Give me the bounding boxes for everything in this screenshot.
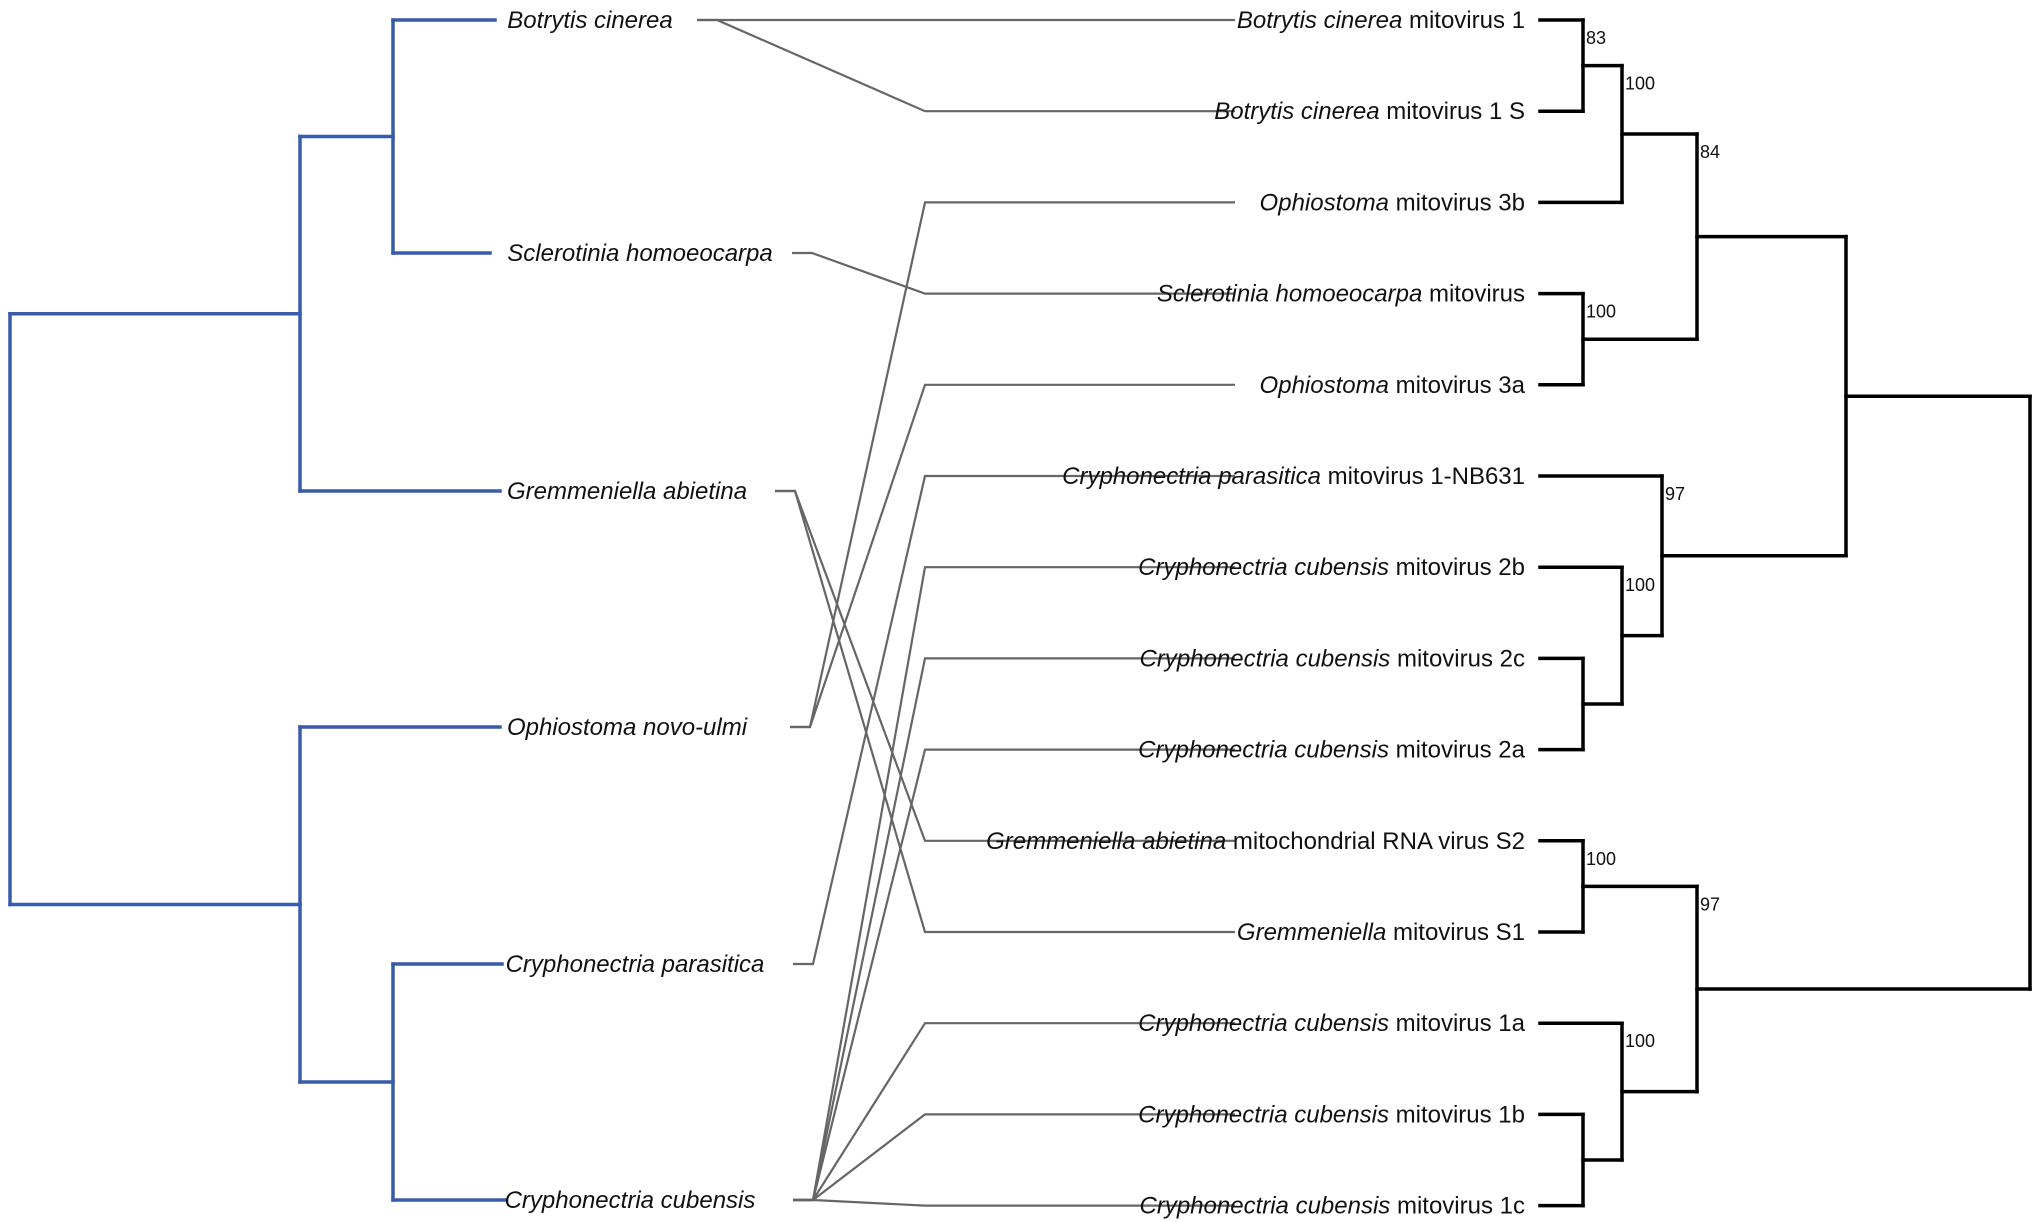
link-ga-v11 bbox=[775, 489, 1235, 934]
virus-label-suffix: mitochondrial RNA virus S2 bbox=[1226, 828, 1525, 855]
virus-label-genus: Cryphonectria cubensis bbox=[1140, 645, 1391, 672]
virus-label-suffix: mitovirus bbox=[1422, 281, 1525, 308]
association-links bbox=[697, 18, 1235, 1207]
virus-label-genus: Cryphonectria cubensis bbox=[1138, 1101, 1389, 1128]
virus-label-v13: Cryphonectria cubensis mitovirus 1b bbox=[1138, 1101, 1525, 1128]
support-value-clade_a: 84 bbox=[1700, 142, 1720, 162]
virus-label-suffix: mitovirus 1a bbox=[1389, 1010, 1526, 1037]
support-values: 83 100 100 84 100 97 100 100 97 bbox=[1586, 28, 1720, 1051]
virus-label-suffix: mitovirus 1-NB631 bbox=[1321, 463, 1525, 490]
virus-label-v9: Cryphonectria cubensis mitovirus 2a bbox=[1138, 737, 1525, 764]
virus-label-suffix: mitovirus 2a bbox=[1389, 737, 1526, 764]
host-label-cc: Cryphonectria cubensis bbox=[505, 1187, 756, 1214]
host-label-bc: Botrytis cinerea bbox=[507, 7, 672, 34]
virus-label-genus: Gremmeniella bbox=[1237, 919, 1386, 946]
host-label-ga: Gremmeniella abietina bbox=[507, 478, 747, 505]
virus-label-genus: Sclerotinia homoeocarpa bbox=[1157, 281, 1423, 308]
link-sh-v4 bbox=[792, 251, 1235, 295]
virus-label-v11: Gremmeniella mitovirus S1 bbox=[1237, 919, 1525, 946]
link-cc-v14 bbox=[793, 1198, 1235, 1207]
virus-label-suffix: mitovirus 2c bbox=[1390, 645, 1525, 672]
virus-label-v7: Cryphonectria cubensis mitovirus 2b bbox=[1138, 554, 1525, 581]
support-value-cc1_group: 100 bbox=[1625, 1031, 1655, 1051]
virus-label-v2: Botrytis cinerea mitovirus 1 S bbox=[1214, 98, 1525, 125]
virus-label-genus: Ophiostoma bbox=[1260, 372, 1389, 399]
virus-label-v8: Cryphonectria cubensis mitovirus 2c bbox=[1140, 645, 1526, 672]
virus-label-v6: Cryphonectria parasitica mitovirus 1-NB6… bbox=[1062, 463, 1525, 490]
virus-label-suffix: mitovirus 1 S bbox=[1380, 98, 1525, 125]
virus-label-suffix: mitovirus 2b bbox=[1389, 554, 1525, 581]
host-labels: Botrytis cinerea Sclerotinia homoeocarpa G… bbox=[505, 7, 773, 1214]
virus-label-genus: Cryphonectria cubensis bbox=[1138, 737, 1389, 764]
virus-label-genus: Cryphonectria cubensis bbox=[1138, 554, 1389, 581]
virus-label-suffix: mitovirus 3b bbox=[1389, 189, 1525, 216]
support-value-bc_ophb: 100 bbox=[1625, 74, 1655, 94]
virus-tree bbox=[1538, 18, 2032, 1208]
virus-label-genus: Botrytis cinerea bbox=[1237, 7, 1402, 34]
support-value-bc_pair: 83 bbox=[1586, 28, 1606, 48]
virus-label-suffix: mitovirus 1b bbox=[1389, 1101, 1525, 1128]
virus-label-genus: Ophiostoma bbox=[1260, 189, 1389, 216]
link-on-v5 bbox=[790, 383, 1235, 729]
virus-label-suffix: mitovirus S1 bbox=[1386, 919, 1525, 946]
virus-label-genus: Botrytis cinerea bbox=[1214, 98, 1379, 125]
virus-label-genus: Cryphonectria cubensis bbox=[1140, 1193, 1391, 1220]
virus-label-suffix: mitovirus 1c bbox=[1390, 1193, 1525, 1220]
support-value-sh_opha: 100 bbox=[1586, 302, 1616, 322]
support-value-ga_cc1: 97 bbox=[1700, 894, 1720, 914]
virus-label-v3: Ophiostoma mitovirus 3b bbox=[1260, 189, 1525, 216]
virus-label-v5: Ophiostoma mitovirus 3a bbox=[1260, 372, 1526, 399]
virus-label-v10: Gremmeniella abietina mitochondrial RNA … bbox=[986, 828, 1525, 855]
virus-label-genus: Cryphonectria parasitica bbox=[1062, 463, 1321, 490]
virus-label-v12: Cryphonectria cubensis mitovirus 1a bbox=[1138, 1010, 1525, 1037]
virus-label-v1: Botrytis cinerea mitovirus 1 bbox=[1237, 7, 1525, 34]
virus-label-genus: Gremmeniella abietina bbox=[986, 828, 1226, 855]
virus-label-genus: Cryphonectria cubensis bbox=[1138, 1010, 1389, 1037]
host-tree bbox=[8, 18, 507, 1202]
link-cp-v6 bbox=[793, 474, 1235, 966]
support-value-cp_cc2: 97 bbox=[1665, 484, 1685, 504]
support-value-ga_pair: 100 bbox=[1586, 849, 1616, 869]
host-label-cp: Cryphonectria parasitica bbox=[506, 951, 765, 978]
virus-label-suffix: mitovirus 3a bbox=[1389, 372, 1526, 399]
virus-label-v14: Cryphonectria cubensis mitovirus 1c bbox=[1140, 1193, 1526, 1220]
virus-label-suffix: mitovirus 1 bbox=[1402, 7, 1525, 34]
link-bc-v2 bbox=[697, 18, 1235, 113]
host-label-on: Ophiostoma novo-ulmi bbox=[507, 714, 748, 741]
host-label-sh: Sclerotinia homoeocarpa bbox=[507, 240, 773, 267]
support-value-cc2_group: 100 bbox=[1625, 575, 1655, 595]
virus-label-v4: Sclerotinia homoeocarpa mitovirus bbox=[1157, 281, 1525, 308]
